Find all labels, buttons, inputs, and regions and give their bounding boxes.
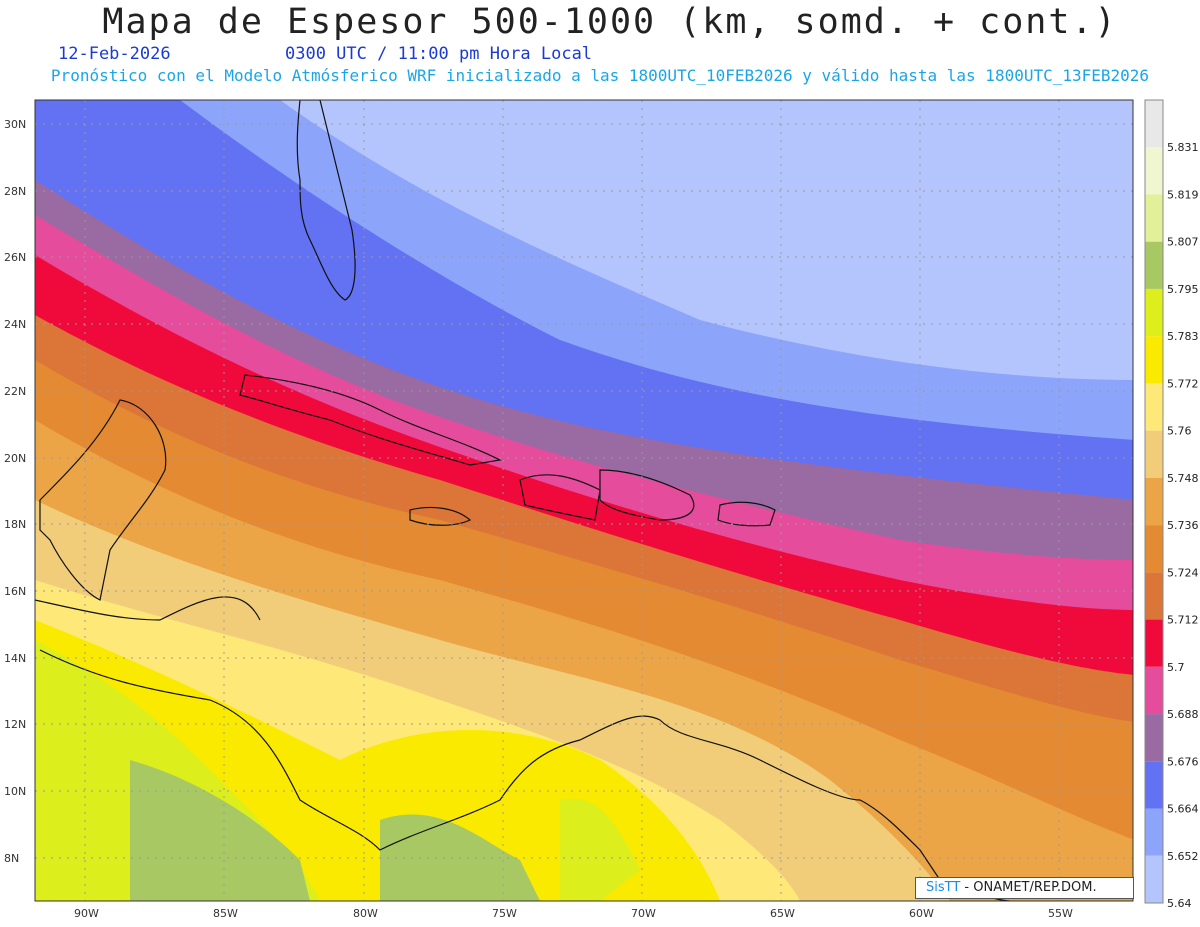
lat-label: 16N [4, 585, 26, 598]
colorbar-label: 5.664 [1167, 803, 1199, 816]
colorbar-segment [1145, 194, 1163, 242]
colorbar-segment [1145, 477, 1163, 526]
colorbar-label: 5.819 [1167, 188, 1199, 201]
lon-label: 55W [1048, 907, 1073, 920]
colorbar-label: 5.831 [1167, 141, 1199, 154]
lat-label: 14N [4, 652, 26, 665]
map-title: Mapa de Espesor 500-1000 (km, somd. + co… [102, 2, 1118, 42]
colorbar-label: 5.748 [1167, 472, 1199, 485]
colorbar-segment [1145, 761, 1163, 809]
lon-label: 75W [492, 907, 517, 920]
colorbar-label: 5.76 [1167, 425, 1192, 438]
colorbar-segment [1145, 430, 1163, 478]
colorbar-segment [1145, 336, 1163, 384]
thickness-bands [35, 100, 1133, 901]
lon-label: 60W [909, 907, 934, 920]
colorbar-segment [1145, 383, 1163, 431]
grid-lines [35, 100, 1133, 901]
lon-label: 90W [74, 907, 99, 920]
lon-label: 65W [770, 907, 795, 920]
lon-label: 85W [213, 907, 238, 920]
lat-label: 30N [4, 118, 26, 131]
colorbar-segment [1145, 241, 1163, 289]
lat-label: 10N [4, 785, 26, 798]
colorbar-segment [1145, 572, 1163, 620]
lat-label: 8N [4, 852, 19, 865]
colorbar-label: 5.712 [1167, 614, 1199, 627]
lat-label: 22N [4, 385, 26, 398]
colorbar: 5.831 5.819 5.807 5.795 5.783 5.772 5.76 5.748 5… [1144, 99, 1199, 910]
lon-label: 80W [353, 907, 378, 920]
lat-label: 26N [4, 251, 26, 264]
colorbar-segment [1145, 808, 1163, 856]
colorbar-label: 5.724 [1167, 566, 1199, 579]
colorbar-label: 5.736 [1167, 519, 1199, 532]
latitude-labels: 30N 28N 26N 24N 22N 20N 18N 16N 14N 12N … [4, 118, 26, 865]
model-info: Pronóstico con el Modelo Atmósferico WRF… [50, 66, 1150, 85]
forecast-time: 0300 UTC / 11:00 pm Hora Local [285, 44, 593, 64]
credit-text: - ONAMET/REP.DOM. [960, 880, 1097, 895]
lat-label: 18N [4, 518, 26, 531]
lat-label: 12N [4, 718, 26, 731]
colorbar-segment [1145, 147, 1163, 195]
colorbar-label: 5.772 [1167, 377, 1199, 390]
colorbar-segment [1145, 619, 1163, 667]
colorbar-segment [1145, 855, 1163, 903]
map-frame [34, 99, 1134, 902]
lat-label: 20N [4, 452, 26, 465]
colorbar-label: 5.7 [1167, 661, 1185, 674]
colorbar-label: 5.807 [1167, 236, 1199, 249]
colorbar-segment [1145, 666, 1163, 715]
colorbar-label: 5.676 [1167, 755, 1199, 768]
forecast-date: 12-Feb-2026 [58, 44, 171, 64]
lat-label: 24N [4, 318, 26, 331]
colorbar-label: 5.783 [1167, 330, 1199, 343]
colorbar-label: 5.688 [1167, 708, 1199, 721]
lat-label: 28N [4, 185, 26, 198]
colorbar-segment [1145, 100, 1163, 148]
colorbar-segment [1145, 525, 1163, 573]
land-outlines [35, 100, 1011, 901]
longitude-labels: 90W 85W 80W 75W 70W 65W 60W 55W [74, 907, 1073, 920]
colorbar-segment [1145, 714, 1163, 762]
brand-logo: SisTT [926, 880, 961, 895]
colorbar-frame [1144, 99, 1164, 904]
colorbar-label: 5.795 [1167, 283, 1199, 296]
lon-label: 70W [631, 907, 656, 920]
colorbar-label: 5.652 [1167, 850, 1199, 863]
credit-box: SisTT - ONAMET/REP.DOM. [915, 877, 1134, 899]
colorbar-segment [1145, 288, 1163, 337]
colorbar-label: 5.64 [1167, 897, 1192, 910]
